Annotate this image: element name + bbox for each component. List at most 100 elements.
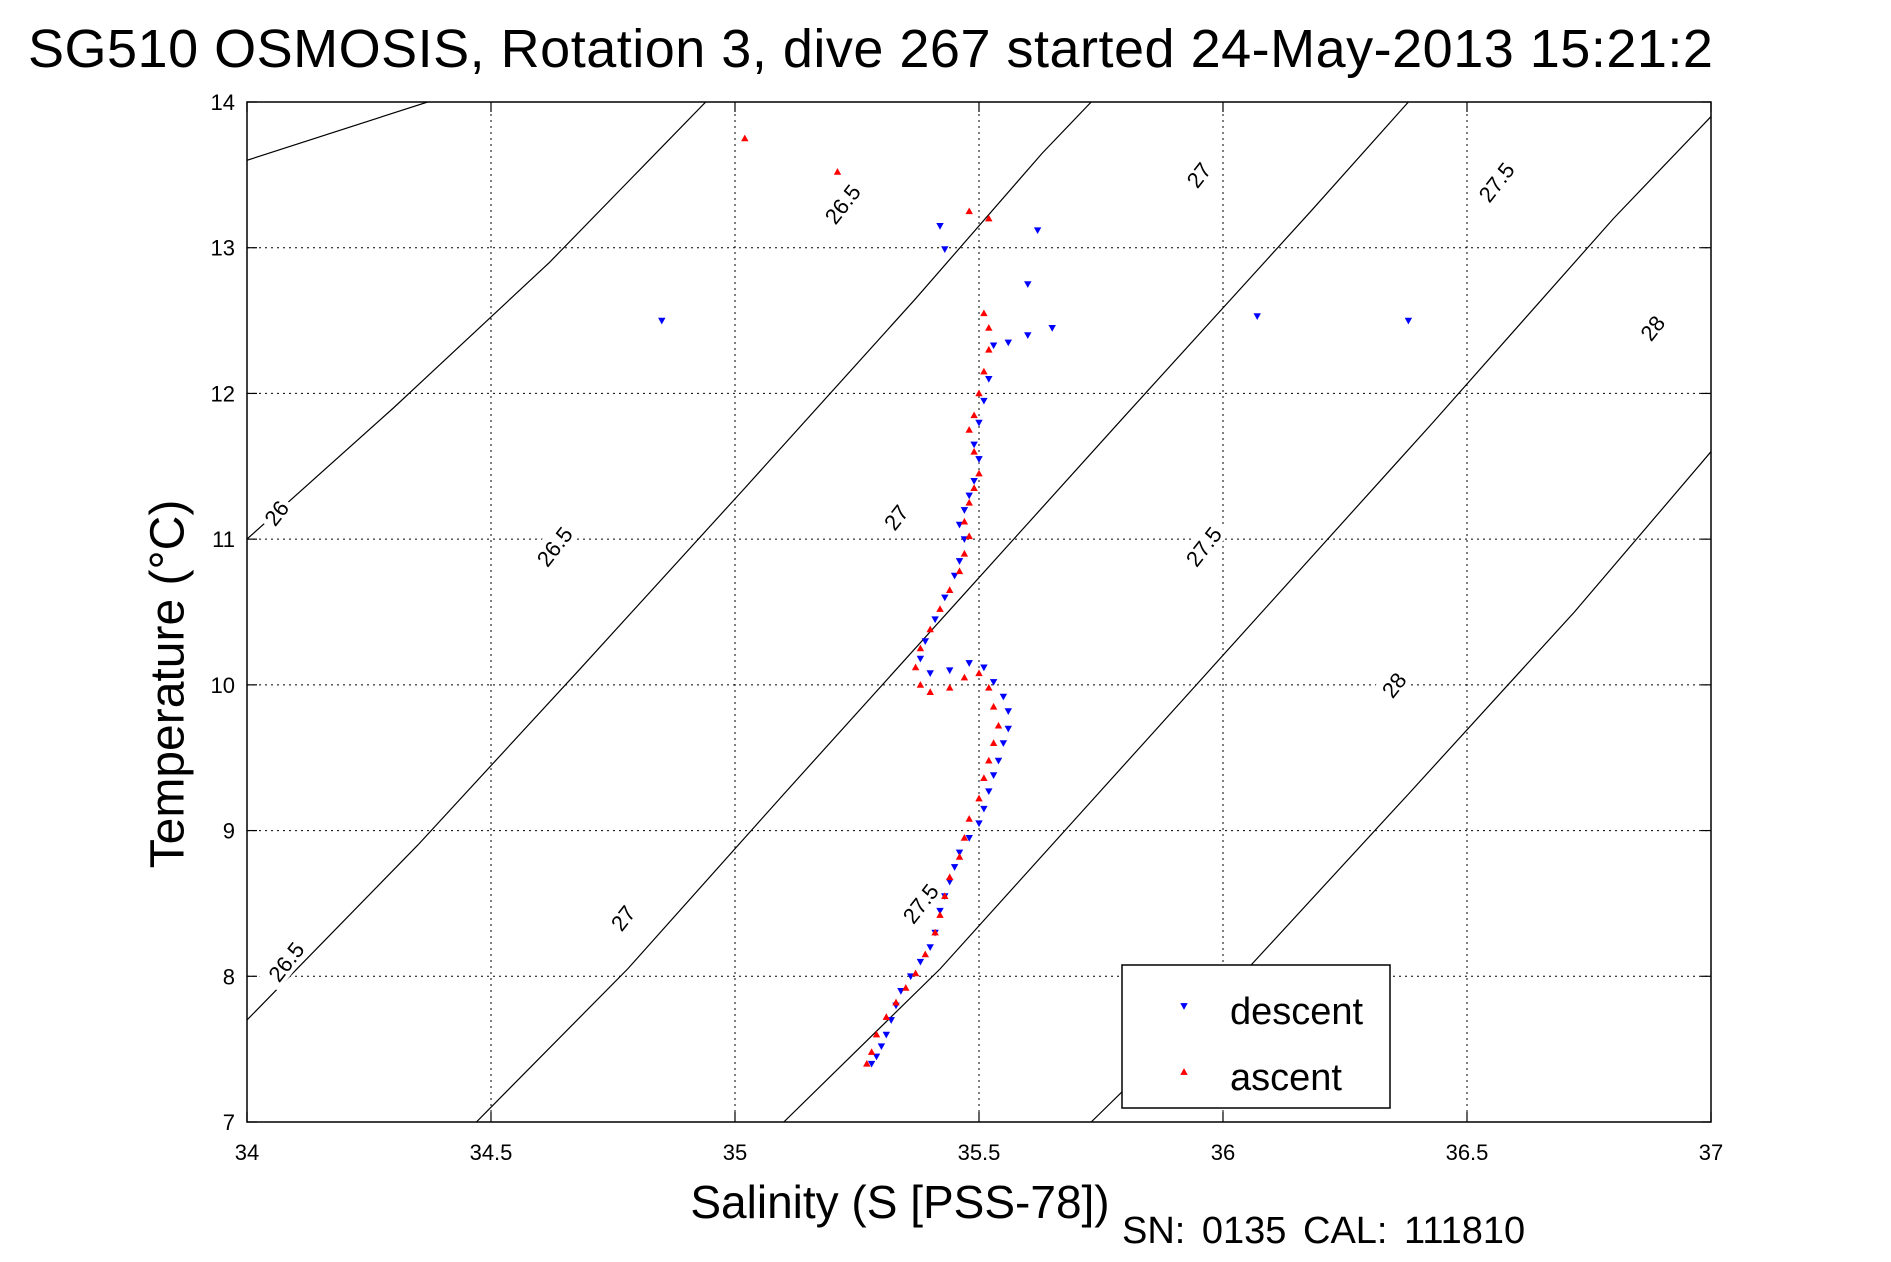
descent-point	[897, 987, 905, 995]
ascent-point	[867, 1048, 876, 1055]
legend-label-descent: descent	[1230, 991, 1364, 1033]
ascent-point	[741, 134, 749, 142]
descent-point	[960, 536, 969, 543]
descent-point	[926, 670, 934, 678]
ascent-point	[965, 498, 973, 506]
ascent-point	[989, 739, 998, 747]
ascent-point	[970, 484, 978, 492]
isopycnal-label: 26.5	[526, 515, 582, 576]
ascent-point	[945, 873, 954, 881]
descent-point	[945, 667, 954, 675]
ascent-point	[936, 605, 944, 612]
descent-point	[872, 1053, 881, 1061]
y-tick-label: 8	[223, 964, 235, 989]
ascent-point	[965, 815, 973, 822]
legend-marker-ascent	[1180, 1068, 1188, 1075]
isopycnal-label-bg	[255, 491, 296, 533]
descent-point	[1253, 313, 1261, 321]
isopycnal-label: 26.5	[814, 173, 870, 234]
ascent-point	[916, 644, 925, 652]
descent-point	[887, 1017, 895, 1024]
isopycnal-label-text: 27	[606, 901, 641, 936]
ascent-point	[892, 998, 900, 1006]
ascent-point	[960, 517, 969, 525]
descent-point	[955, 521, 964, 529]
legend: descent ascent	[1121, 964, 1391, 1109]
ascent-point	[921, 950, 930, 958]
descent-point	[980, 805, 988, 813]
descent-point	[1404, 317, 1413, 325]
isopycnal-label-text: 28	[1635, 311, 1670, 346]
descent-point	[882, 1031, 891, 1039]
isopycnal-label-text: 27	[879, 500, 914, 535]
descent-point	[936, 223, 944, 230]
isopycnal-label: 27.5	[1468, 151, 1523, 212]
descent-point	[936, 907, 944, 915]
ascent-point	[863, 1059, 871, 1067]
axis-ticks: 34 34.5 35 35.5 36 36.5 37 7 8 9 10 11 12 13 14	[211, 90, 1724, 1165]
descent-point	[1004, 708, 1013, 715]
descent-point	[989, 772, 998, 780]
descent-point	[1033, 227, 1042, 235]
ascent-point	[882, 1013, 891, 1020]
isopycnal-line	[247, 102, 1092, 1021]
x-axis-label: Salinity (S [PSS-78])	[690, 1176, 1110, 1228]
ascent-point	[911, 663, 920, 671]
isopycnal-label-bg	[526, 515, 582, 576]
descent-point	[906, 973, 915, 981]
isopycnal-label-bg	[892, 872, 948, 933]
x-tick-label: 35.5	[958, 1140, 1001, 1165]
isopycnal-label: 27	[1177, 153, 1218, 195]
isopycnal-label-bg	[257, 931, 313, 992]
isopycnal-label: 26	[255, 491, 296, 533]
descent-point	[975, 820, 983, 828]
ascent-point	[970, 447, 978, 455]
descent-point	[989, 342, 998, 350]
descent-point	[916, 958, 925, 966]
ascent-point	[980, 774, 988, 782]
serial-calibration-text: SN: 0135 CAL: 111810	[1122, 1210, 1526, 1252]
ascent-point	[985, 683, 993, 691]
data-points	[658, 134, 1413, 1068]
descent-point	[965, 660, 973, 667]
ascent-point	[936, 911, 944, 918]
ascent-point	[985, 345, 993, 353]
isopycnal-label: 27	[601, 896, 643, 938]
isopycnal-label-bg	[1372, 663, 1414, 705]
x-tick-label: 36	[1211, 1140, 1235, 1165]
x-tick-label: 34	[235, 1140, 259, 1165]
legend-label-ascent: ascent	[1230, 1057, 1342, 1099]
ascent-point	[833, 168, 842, 175]
descent-point	[970, 441, 978, 449]
legend-box	[1121, 964, 1391, 1109]
x-tick-label: 37	[1699, 1140, 1723, 1165]
descent-point	[985, 375, 993, 383]
ascent-point	[985, 214, 993, 222]
descent-point	[1048, 324, 1056, 332]
descent-point	[877, 1043, 886, 1051]
ascent-point	[931, 928, 939, 936]
descent-point	[867, 1060, 876, 1068]
y-tick-label: 7	[223, 1110, 235, 1135]
descent-point	[994, 757, 1003, 765]
ascent-point	[955, 852, 964, 860]
ascent-point	[970, 411, 978, 419]
ascent-point	[975, 469, 983, 477]
descent-point	[658, 317, 666, 325]
grid	[247, 102, 1711, 1122]
legend-marker-descent	[1180, 1003, 1188, 1010]
ascent-point	[902, 984, 910, 991]
isopycnal-label-bg	[814, 173, 870, 234]
isopycnal-line	[247, 102, 428, 161]
isopycnal-line	[475, 102, 1409, 1122]
descent-point	[970, 477, 978, 485]
isopycnal-line	[783, 116, 1711, 1122]
ascent-point	[975, 794, 983, 802]
descent-point	[955, 558, 964, 565]
ascent-point	[975, 389, 983, 397]
ascent-point	[960, 834, 969, 841]
y-tick-label: 9	[223, 819, 235, 844]
ascent-point	[985, 324, 993, 331]
